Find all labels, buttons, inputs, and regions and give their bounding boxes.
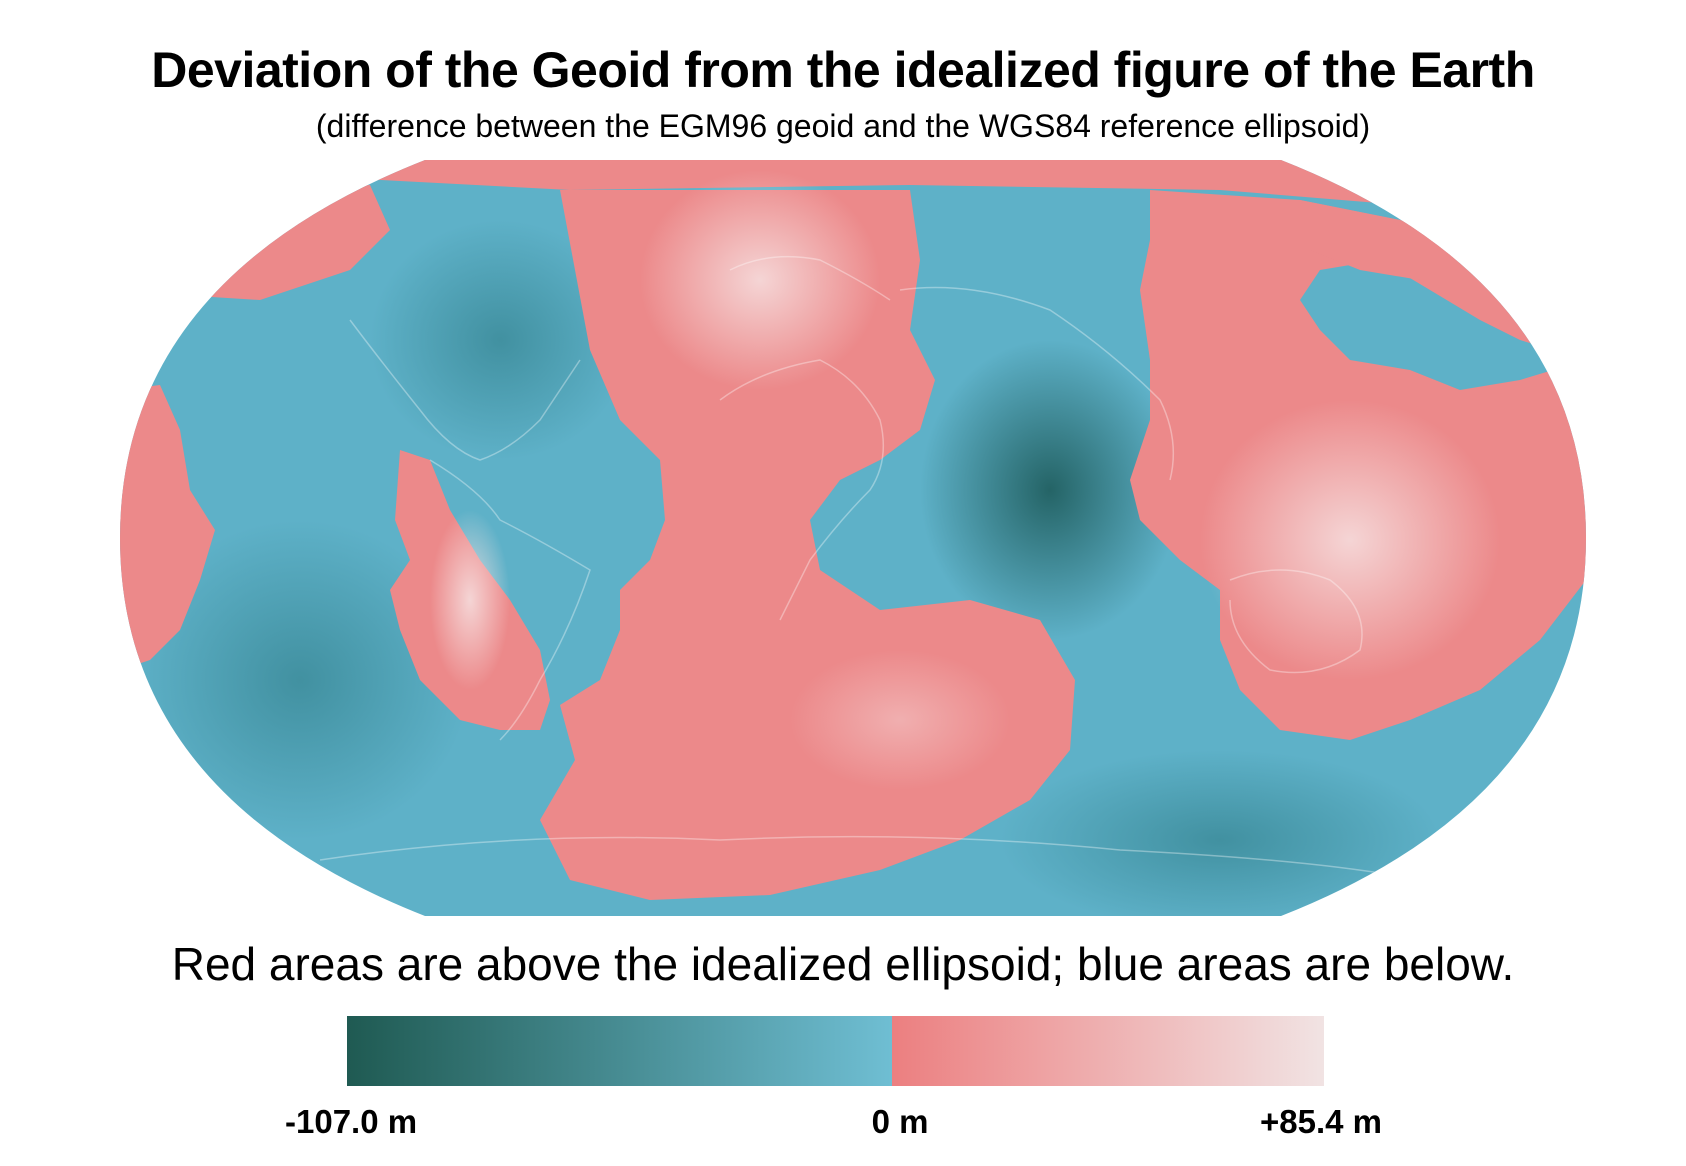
new-guinea-high: [1200, 400, 1500, 680]
north-atlantic-high: [640, 170, 880, 390]
coastline-africa: [719, 359, 885, 621]
coastline-north-america: [349, 319, 581, 461]
above-arctic-band: [120, 160, 1586, 220]
north-atlantic-low: [370, 220, 630, 460]
pacific-low: [130, 520, 470, 840]
color-scale-bar: [347, 1016, 1324, 1086]
scale-min-label: -107.0 m: [285, 1103, 418, 1140]
andes-high: [430, 510, 510, 690]
above-west-pacific-edge: [120, 385, 215, 670]
coastline-antarctica: [319, 835, 1421, 881]
southern-africa-high: [790, 650, 1010, 790]
coastline-asia: [899, 286, 1175, 481]
coastline-australia: [1229, 569, 1363, 674]
indian-ocean-low: [920, 340, 1180, 640]
southern-ocean-low: [1000, 750, 1440, 916]
map-title: Deviation of the Geoid from the idealize…: [151, 42, 1535, 98]
scale-max-label: +85.4 m: [1260, 1103, 1383, 1140]
coastline-europe: [729, 255, 891, 301]
geoid-world-map: [120, 160, 1586, 916]
coastline-south-america: [429, 459, 591, 741]
positive-gradient: [892, 1016, 1324, 1086]
negative-gradient: [347, 1016, 892, 1086]
above-north-pacific-right: [1300, 200, 1470, 280]
legend-caption: Red areas are above the idealized ellips…: [171, 938, 1515, 990]
map-subtitle: (difference between the EGM96 geoid and …: [315, 108, 1371, 144]
scale-zero-label: 0 m: [871, 1103, 929, 1140]
